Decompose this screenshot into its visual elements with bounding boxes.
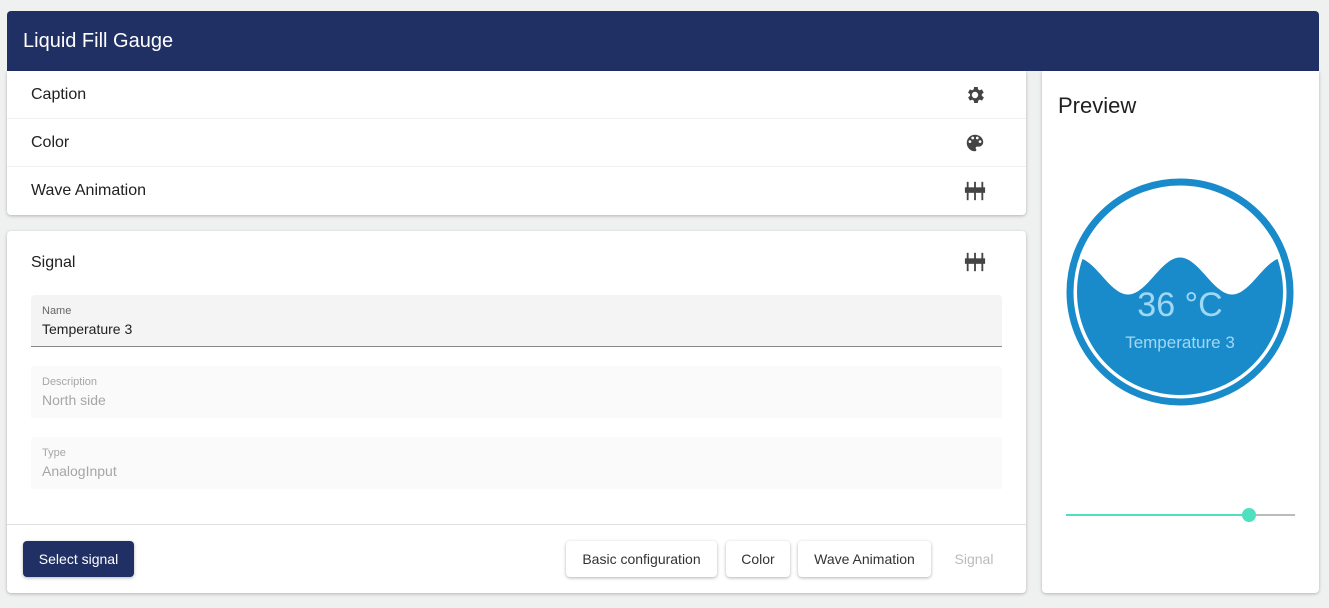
divider [7, 524, 1026, 525]
signal-title: Signal [31, 254, 76, 271]
field-label: Name [42, 305, 72, 317]
step-color-button[interactable]: Color [726, 541, 790, 577]
tune-icon [964, 252, 986, 272]
type-field: Type AnalogInput [31, 437, 1002, 489]
menu-label: Color [31, 134, 70, 151]
menu-label: Caption [31, 86, 87, 103]
app-title: Liquid Fill Gauge [23, 30, 174, 52]
step-signal-button: Signal [954, 551, 994, 567]
step-wave-animation-button[interactable]: Wave Animation [798, 541, 931, 577]
name-field[interactable]: Name Temperature 3 [31, 295, 1002, 347]
field-value: AnalogInput [42, 463, 117, 479]
slider-fill [1066, 514, 1250, 516]
liquid-fill-gauge: 36 °C Temperature 3 [1066, 178, 1294, 406]
gear-icon [968, 87, 984, 103]
palette-icon [966, 134, 984, 152]
signal-panel: Signal Name Temperature 3 Description Nort… [7, 231, 1026, 593]
preview-panel: Preview 36 °C Temperature 3 [1042, 71, 1319, 593]
tune-icon [964, 181, 986, 201]
menu-label: Wave Animation [31, 182, 147, 199]
slider-track[interactable] [1066, 508, 1295, 522]
config-menu: Caption Color Wave Animation [7, 71, 1026, 215]
field-label: Description [42, 376, 98, 388]
menu-item-wave-animation[interactable]: Wave Animation [7, 167, 1026, 215]
step-basic-configuration-button[interactable]: Basic configuration [566, 541, 717, 577]
gauge-caption: Temperature 3 [1125, 333, 1235, 352]
gauge-liquid [1077, 257, 1283, 395]
menu-item-color[interactable]: Color [7, 119, 1026, 167]
description-field: Description North side [31, 366, 1002, 418]
select-signal-button[interactable]: Select signal [23, 541, 134, 577]
app-header: Liquid Fill Gauge [7, 11, 1319, 71]
menu-item-caption[interactable]: Caption [7, 71, 1026, 119]
field-value: Temperature 3 [42, 321, 133, 337]
gauge-ring [1066, 178, 1294, 406]
gauge-value: 36 °C [1137, 286, 1222, 324]
field-label: Type [42, 447, 66, 459]
slider-thumb[interactable] [1242, 508, 1257, 522]
field-value: North side [42, 392, 106, 408]
preview-title: Preview [1058, 93, 1137, 118]
